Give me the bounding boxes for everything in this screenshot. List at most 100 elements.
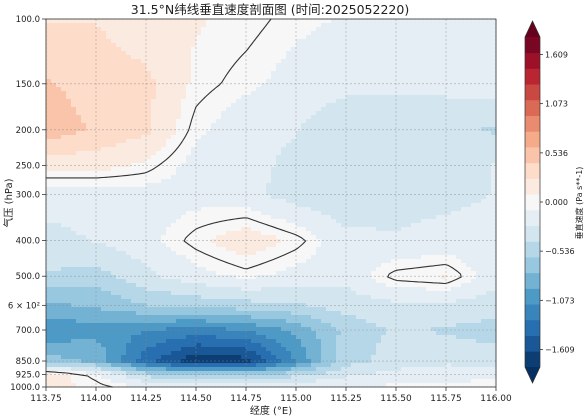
contour-cell bbox=[246, 23, 252, 28]
contour-cell bbox=[346, 231, 352, 236]
contour-cell bbox=[176, 55, 182, 60]
contour-cell bbox=[306, 155, 312, 160]
contour-cell bbox=[401, 167, 407, 172]
contour-cell bbox=[486, 51, 492, 56]
contour-cell bbox=[66, 43, 72, 48]
contour-cell bbox=[56, 139, 62, 144]
contour-cell bbox=[406, 19, 412, 24]
contour-cell bbox=[326, 163, 332, 168]
contour-cell bbox=[341, 31, 347, 36]
contour-cell bbox=[156, 235, 162, 240]
contour-cell bbox=[231, 131, 237, 136]
contour-cell bbox=[106, 119, 112, 124]
contour-cell bbox=[331, 75, 337, 80]
contour-cell bbox=[231, 55, 237, 60]
contour-cell bbox=[111, 35, 117, 40]
contour-cell bbox=[141, 151, 147, 156]
contour-cell bbox=[51, 111, 57, 116]
contour-cell bbox=[231, 203, 237, 208]
contour-cell bbox=[231, 195, 237, 200]
contour-cell bbox=[481, 87, 487, 92]
contour-cell bbox=[481, 71, 487, 76]
contour-cell bbox=[201, 95, 207, 100]
contour-cell bbox=[346, 199, 352, 204]
contour-cell bbox=[451, 19, 457, 24]
contour-cell bbox=[441, 127, 447, 132]
contour-cell bbox=[381, 231, 387, 236]
contour-cell bbox=[71, 55, 77, 60]
contour-cell bbox=[261, 59, 267, 64]
contour-cell bbox=[256, 179, 262, 184]
contour-cell bbox=[296, 39, 302, 44]
contour-cell bbox=[136, 67, 142, 72]
contour-cell bbox=[196, 219, 202, 224]
contour-cell bbox=[111, 23, 117, 28]
contour-cell bbox=[451, 227, 457, 232]
contour-cell bbox=[261, 235, 267, 240]
contour-cell bbox=[191, 83, 197, 88]
contour-cell bbox=[71, 135, 77, 140]
contour-cell bbox=[71, 43, 77, 48]
contour-cell bbox=[461, 223, 467, 228]
contour-cell bbox=[401, 55, 407, 60]
contour-cell bbox=[221, 187, 227, 192]
contour-cell bbox=[81, 107, 87, 112]
contour-cell bbox=[346, 75, 352, 80]
contour-cell bbox=[176, 31, 182, 36]
contour-cell bbox=[176, 47, 182, 52]
contour-cell bbox=[216, 59, 222, 64]
contour-cell bbox=[336, 175, 342, 180]
contour-cell bbox=[426, 179, 432, 184]
contour-cell bbox=[376, 171, 382, 176]
contour-cell bbox=[411, 63, 417, 68]
contour-cell bbox=[421, 123, 427, 128]
contour-cell bbox=[246, 39, 252, 44]
contour-cell bbox=[136, 215, 142, 220]
contour-cell bbox=[381, 203, 387, 208]
contour-cell bbox=[61, 59, 67, 64]
contour-cell bbox=[446, 67, 452, 72]
contour-cell bbox=[306, 219, 312, 224]
contour-cell bbox=[251, 211, 257, 216]
contour-cell bbox=[256, 107, 262, 112]
contour-cell bbox=[106, 215, 112, 220]
contour-cell bbox=[451, 95, 457, 100]
contour-cell bbox=[411, 207, 417, 212]
contour-cell bbox=[166, 35, 172, 40]
contour-cell bbox=[161, 235, 167, 240]
contour-cell bbox=[246, 187, 252, 192]
contour-cell bbox=[161, 167, 167, 172]
contour-cell bbox=[416, 183, 422, 188]
contour-cell bbox=[91, 187, 97, 192]
contour-cell bbox=[446, 23, 452, 28]
contour-cell bbox=[271, 83, 277, 88]
contour-cell bbox=[396, 215, 402, 220]
contour-cell bbox=[81, 219, 87, 224]
contour-cell bbox=[56, 107, 62, 112]
contour-cell bbox=[411, 223, 417, 228]
contour-cell bbox=[151, 83, 157, 88]
contour-cell bbox=[481, 19, 487, 24]
contour-cell bbox=[331, 83, 337, 88]
contour-cell bbox=[406, 91, 412, 96]
contour-cell bbox=[371, 99, 377, 104]
contour-cell bbox=[326, 123, 332, 128]
contour-cell bbox=[161, 175, 167, 180]
contour-cell bbox=[386, 43, 392, 48]
contour-cell bbox=[441, 31, 447, 36]
contour-cell bbox=[251, 203, 257, 208]
contour-cell bbox=[221, 235, 227, 240]
contour-cell bbox=[471, 103, 477, 108]
contour-cell bbox=[336, 111, 342, 116]
contour-cell bbox=[221, 183, 227, 188]
contour-cell bbox=[151, 235, 157, 240]
contour-cell bbox=[81, 167, 87, 172]
contour-cell bbox=[236, 175, 242, 180]
contour-cell bbox=[291, 151, 297, 156]
contour-cell bbox=[406, 191, 412, 196]
contour-cell bbox=[356, 219, 362, 224]
contour-cell bbox=[171, 135, 177, 140]
contour-cell bbox=[286, 187, 292, 192]
contour-cell bbox=[246, 87, 252, 92]
contour-cell bbox=[236, 219, 242, 224]
